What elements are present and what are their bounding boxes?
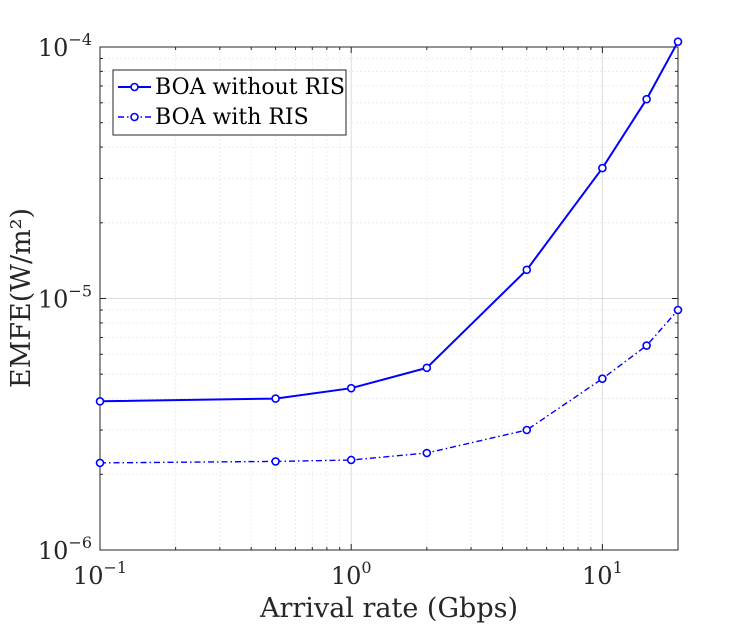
data-point-without-ris (598, 163, 607, 173)
x-tick-label: 10−1 (73, 558, 127, 590)
series-layer (95, 37, 683, 468)
data-point-without-ris (642, 94, 651, 104)
legend-box (112, 69, 347, 136)
x-tick-label: 101 (582, 558, 623, 590)
legend-label-without-ris: BOA without RIS (155, 75, 345, 100)
data-point-with-ris (271, 457, 280, 466)
data-point-with-ris (346, 455, 356, 465)
data-point-with-ris (642, 341, 651, 350)
legend-label-with-ris: BOA with RIS (155, 105, 309, 130)
tick-labels: 10−1 100 101 10−6 10−5 10−4 (38, 30, 623, 590)
y-tick-label: 10−6 (38, 533, 92, 565)
data-point-with-ris (95, 458, 105, 468)
data-point-without-ris (271, 394, 280, 403)
legend-marker-without-ris (130, 82, 139, 92)
y-tick-label: 10−4 (38, 30, 92, 62)
legend-marker-with-ris (130, 112, 139, 122)
data-point-with-ris (422, 448, 432, 458)
series-line-without-ris (99, 41, 679, 403)
legend: BOA without RIS BOA with RIS (112, 69, 347, 136)
tick-marks (99, 46, 679, 551)
data-point-with-ris (522, 425, 532, 435)
data-point-without-ris (522, 265, 532, 275)
data-point-without-ris (346, 383, 356, 393)
data-point-with-ris (598, 374, 607, 383)
x-axis-label: Arrival rate (Gbps) (259, 593, 518, 624)
data-point-without-ris (422, 363, 432, 373)
data-point-with-ris (673, 305, 683, 315)
x-tick-label: 100 (331, 558, 372, 590)
data-point-without-ris (673, 37, 683, 46)
y-tick-label: 10−5 (38, 282, 92, 314)
series-line-with-ris (99, 309, 679, 464)
data-point-without-ris (95, 397, 105, 406)
y-axis-label: EMFE(W/m²) (6, 208, 37, 388)
